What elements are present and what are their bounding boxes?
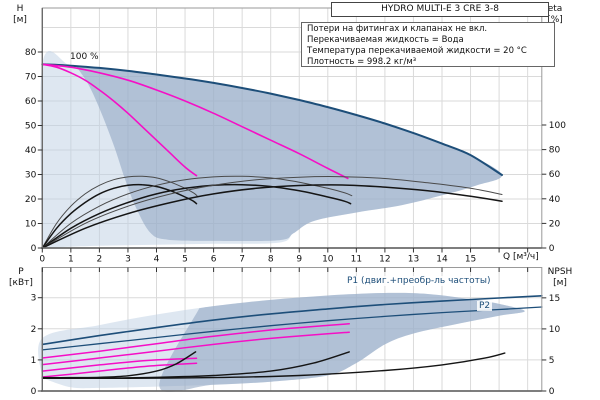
tick-label: 70 bbox=[25, 73, 37, 83]
tick-label: 15 bbox=[549, 294, 560, 304]
head-flow-curves bbox=[41, 63, 503, 249]
h-axis-symbol: H bbox=[16, 4, 24, 14]
tick-label: 13 bbox=[408, 255, 419, 265]
eta-axis-symbol: eta bbox=[547, 4, 563, 14]
npsh-axis-symbol: NPSH bbox=[547, 267, 573, 277]
condition-line: Плотность = 998.2 кг/м³ bbox=[307, 57, 417, 67]
p-axis-symbol: P bbox=[18, 267, 24, 277]
right-axis-title-npsh: NPSH [м] bbox=[534, 267, 586, 289]
conditions-box: Потери на фитингах и клапанах не вкл. Пе… bbox=[301, 22, 555, 67]
head-flow-frame bbox=[41, 7, 543, 249]
npsh-curve-3pump bbox=[41, 352, 506, 380]
eta-curve-3a bbox=[41, 176, 503, 249]
npsh-axis-unit: [м] bbox=[553, 278, 567, 288]
tick-label: 10 bbox=[549, 325, 561, 335]
tick-label: 3 bbox=[125, 255, 131, 265]
tick-label: 12 bbox=[379, 255, 390, 265]
tick-label: 100 bbox=[549, 121, 566, 131]
tick-label: 10 bbox=[25, 220, 37, 230]
tick-label: 0 bbox=[31, 387, 37, 397]
p2-curve bbox=[41, 306, 543, 351]
tick-label: 1 bbox=[31, 356, 37, 366]
condition-line: Потери на фитингах и клапанах не вкл. bbox=[307, 24, 488, 34]
left-axis-title-power: P [кВт] bbox=[4, 267, 38, 289]
head-flow-ticks: 0 1 2 3 4 5 6 7 8 9 10 11 12 13 14 15010203040506070800… bbox=[25, 48, 566, 265]
tick-label: 6 bbox=[211, 255, 217, 265]
pump2-100pct-curve bbox=[41, 63, 349, 180]
power-flow-regions bbox=[38, 292, 525, 393]
tick-label: 2 bbox=[31, 325, 37, 335]
tick-label: 3 bbox=[31, 294, 37, 304]
tick-label: 0 bbox=[549, 244, 555, 254]
pump1-100pct-curve bbox=[41, 63, 198, 177]
h-axis-unit: [м] bbox=[13, 15, 27, 25]
eta-curve-3b bbox=[41, 184, 503, 249]
tick-label: 7 bbox=[239, 255, 245, 265]
tick-label: 15 bbox=[465, 255, 476, 265]
tick-label: 0 bbox=[31, 244, 37, 254]
tick-label: 40 bbox=[25, 146, 37, 156]
p1-curve bbox=[41, 295, 543, 346]
tick-label: 0 bbox=[39, 255, 45, 265]
tick-label: 20 bbox=[549, 219, 561, 229]
tick-label: 50 bbox=[25, 122, 37, 132]
condition-line: Перекачиваемая жидкость = Вода bbox=[307, 35, 464, 45]
left-axis-title-head: H [м] bbox=[6, 4, 34, 26]
power-flow-curves bbox=[41, 295, 543, 380]
system-max-speed-curve bbox=[41, 63, 503, 176]
head-flow-regions bbox=[40, 51, 503, 248]
tick-label: 80 bbox=[549, 146, 561, 156]
tick-label: 20 bbox=[25, 195, 37, 205]
tick-label: 8 bbox=[268, 255, 274, 265]
tick-label: 30 bbox=[25, 171, 37, 181]
tick-label: 10 bbox=[322, 255, 334, 265]
condition-line: Температура перекачиваемой жидкости = 20… bbox=[307, 46, 527, 56]
eta-curve-1b bbox=[41, 183, 198, 249]
power-flow-chart: 0 1 2 3 0 5 10 15 bbox=[31, 267, 561, 397]
operating-envelope-dark bbox=[76, 66, 503, 242]
tick-label: 9 bbox=[296, 255, 302, 265]
head-flow-chart: 0 1 2 3 4 5 6 7 8 9 10 11 12 13 14 15010203040506070800… bbox=[25, 7, 566, 265]
tick-label: 14 bbox=[436, 255, 448, 265]
power-pump2-curve-a bbox=[41, 323, 350, 359]
tick-label: 60 bbox=[549, 170, 561, 180]
power-flow-ticks: 0 1 2 3 0 5 10 15 bbox=[31, 267, 561, 397]
right-axis-title-eta: eta [%] bbox=[538, 4, 572, 26]
tick-label: 2 bbox=[97, 255, 103, 265]
tick-label: 5 bbox=[182, 255, 188, 265]
power-envelope-dark bbox=[159, 292, 525, 393]
p1-curve-label: P1 (двиг.+преобр-ль частоты) bbox=[345, 276, 493, 286]
eta-axis-unit: [%] bbox=[547, 15, 563, 25]
tick-label: 4 bbox=[154, 255, 160, 265]
power-pump1-curve-b bbox=[41, 362, 198, 378]
p2-curve-label: P2 bbox=[477, 301, 493, 311]
eta-curve-2a bbox=[41, 175, 353, 249]
tick-label: 40 bbox=[549, 195, 561, 205]
tick-label: 1 bbox=[68, 255, 74, 265]
tick-label: 5 bbox=[549, 356, 555, 366]
p-axis-unit: [кВт] bbox=[9, 278, 33, 288]
x-axis-title: Q [м³/ч] bbox=[503, 252, 539, 262]
power-pump2-curve-b bbox=[41, 331, 350, 366]
tick-label: 80 bbox=[25, 48, 37, 58]
speed-100pct-label: 100 % bbox=[70, 52, 99, 62]
tick-label: 11 bbox=[351, 255, 362, 265]
chart-title: HYDRO MULTI-E 3 CRE 3-8 bbox=[331, 2, 549, 17]
tick-label: 60 bbox=[25, 97, 37, 107]
tick-label: 0 bbox=[549, 387, 555, 397]
